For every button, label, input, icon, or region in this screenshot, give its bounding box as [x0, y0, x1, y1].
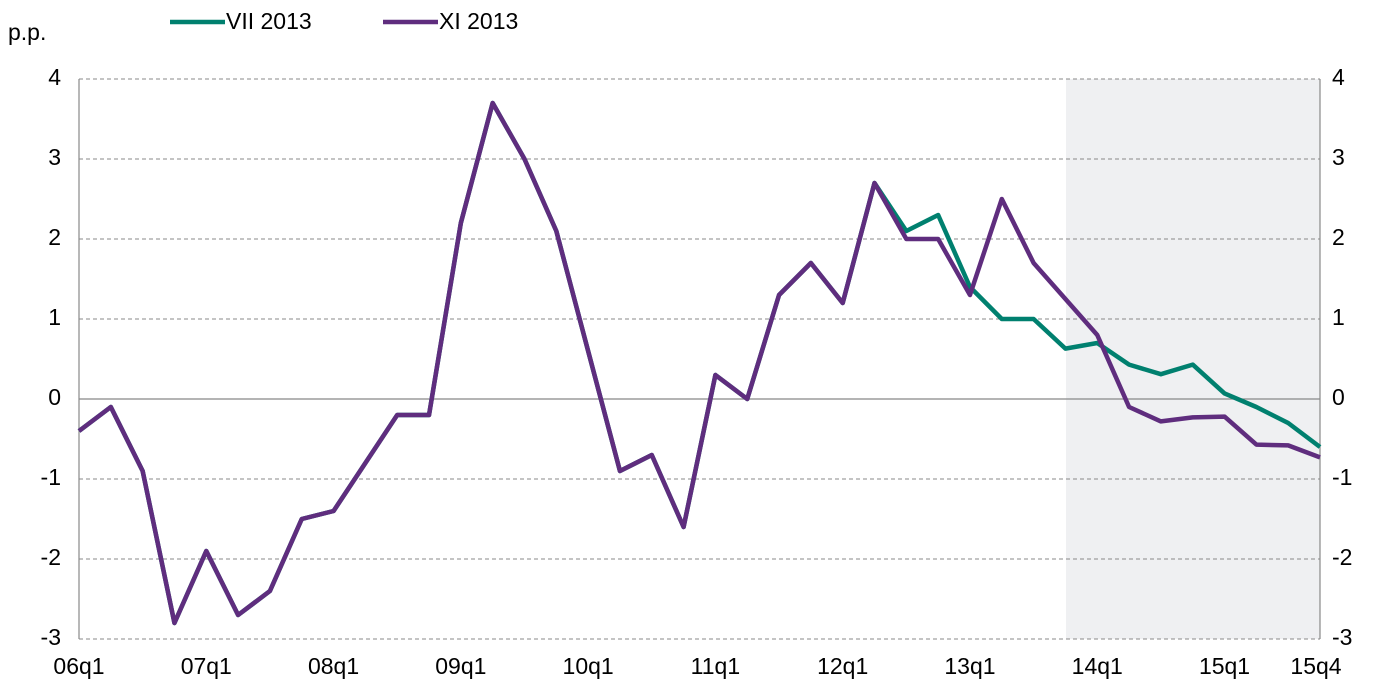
y2-tick-label: 4 — [1332, 64, 1345, 90]
y-tick-label: 1 — [48, 304, 61, 330]
series-line — [77, 100, 1321, 626]
y-tick-label: 4 — [48, 64, 61, 90]
x-tick-label: 10q1 — [563, 653, 614, 679]
forecast-shade — [1066, 79, 1320, 639]
y-tick-label: -3 — [41, 624, 61, 650]
y-tick-label: -2 — [41, 544, 61, 570]
x-tick-label: 15q4 — [1290, 653, 1341, 679]
y-tick-label: 0 — [48, 384, 61, 410]
x-tick-label: 11q1 — [691, 653, 740, 679]
x-tick-label: 14q1 — [1072, 653, 1123, 679]
y2-tick-label: 2 — [1332, 224, 1345, 250]
legend-label: VII 2013 — [226, 8, 312, 34]
x-tick-label: 08q1 — [308, 653, 359, 679]
y2-tick-label: 0 — [1332, 384, 1345, 410]
y2-tick-label: -3 — [1332, 624, 1352, 650]
x-tick-label: 09q1 — [435, 653, 486, 679]
x-tick-label: 07q1 — [181, 653, 232, 679]
x-tick-label: 12q1 — [817, 653, 868, 679]
y-tick-label: 2 — [48, 224, 61, 250]
y-tick-label: 3 — [48, 144, 61, 170]
x-tick-label: 13q1 — [944, 653, 995, 679]
y2-tick-label: -2 — [1332, 544, 1352, 570]
legend-label: XI 2013 — [439, 8, 518, 34]
y2-tick-label: -1 — [1332, 464, 1352, 490]
x-tick-label: 06q1 — [53, 653, 104, 679]
y2-tick-label: 3 — [1332, 144, 1345, 170]
x-tick-label: 15q1 — [1199, 653, 1250, 679]
y-axis-label: p.p. — [8, 19, 46, 45]
y-tick-label: -1 — [41, 464, 61, 490]
y2-tick-label: 1 — [1332, 304, 1345, 330]
